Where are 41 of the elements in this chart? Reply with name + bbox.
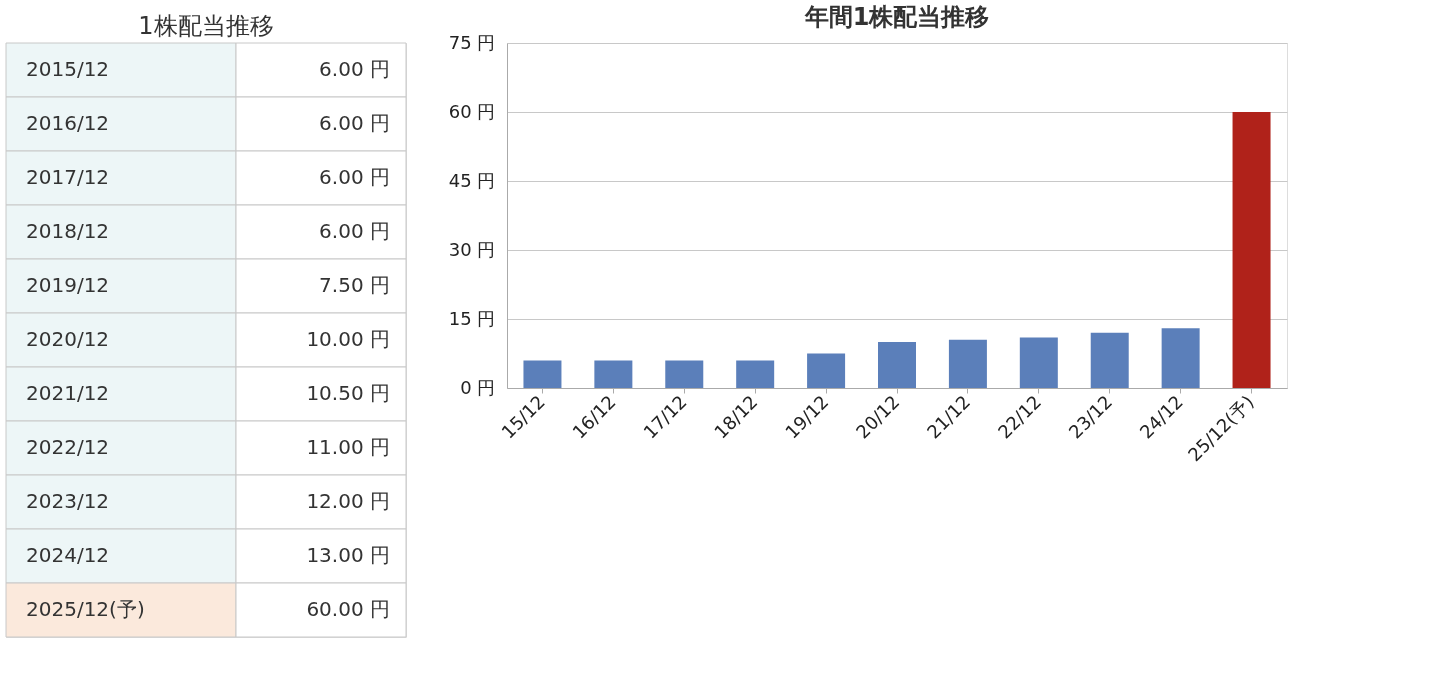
bar (665, 360, 704, 388)
text: 7.50 円 (319, 273, 390, 297)
bar (1019, 337, 1058, 388)
category-label: 2016/12 (26, 111, 110, 135)
category-label: 2021/12 (26, 381, 110, 405)
category-label: 2023/12 (26, 489, 110, 513)
text: 6.00 円 (319, 219, 390, 243)
category-label: 2024/12 (26, 543, 110, 567)
text: 12.00 円 (306, 489, 390, 513)
bar (807, 353, 846, 388)
text: 6.00 円 (319, 111, 390, 135)
text: 6.00 円 (319, 165, 390, 189)
y-tick-label: 60 円 (448, 100, 496, 122)
bar (948, 339, 987, 388)
y-tick-label: 75 円 (448, 31, 496, 53)
bar (594, 360, 633, 388)
text: 11.00 円 (306, 435, 390, 459)
text: 1株配当推移 (138, 11, 274, 40)
category-label: 2022/12 (26, 435, 110, 459)
text: 60.00 円 (306, 597, 390, 621)
category-label: 2020/12 (26, 327, 110, 351)
y-tick-label: 30 円 (448, 238, 496, 260)
bar (1232, 112, 1271, 388)
text: 10.50 円 (306, 381, 390, 405)
text: 6.00 円 (319, 57, 390, 81)
text: 13.00 円 (306, 543, 390, 567)
bar (1161, 328, 1200, 388)
y-tick-label: 0 円 (460, 376, 496, 398)
y-tick-label: 15 円 (448, 307, 496, 329)
bar (523, 360, 562, 388)
category-label: 2018/12 (26, 219, 110, 243)
bar (736, 360, 775, 388)
chart-title: 年間1株配当推移 (803, 3, 990, 31)
bar (1090, 332, 1129, 388)
category-label: 2015/12 (26, 57, 110, 81)
text: 10.00 円 (306, 327, 390, 351)
bar (878, 342, 916, 388)
y-tick-label: 45 円 (448, 169, 496, 191)
category-label: 2019/12 (26, 273, 110, 297)
category-label: 2025/12(予) (26, 597, 145, 621)
category-label: 2017/12 (26, 165, 110, 189)
